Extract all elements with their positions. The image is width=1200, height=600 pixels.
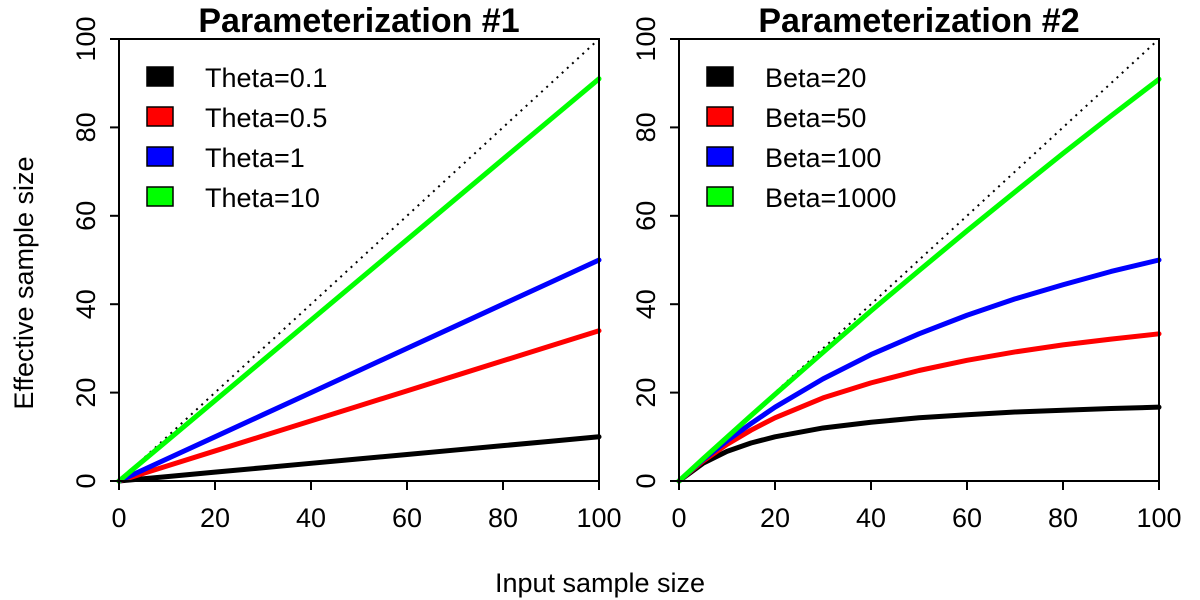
legend-swatch — [706, 106, 734, 127]
series-line-beta-50 — [676, 331, 1162, 484]
y-tick-label: 40 — [71, 289, 101, 319]
x-tick-label: 0 — [111, 503, 126, 533]
x-tick-label: 40 — [856, 503, 886, 533]
y-tick-label: 0 — [631, 473, 661, 488]
legend-swatch — [146, 106, 174, 127]
x-tick-label: 60 — [952, 503, 982, 533]
x-tick-label: 0 — [671, 503, 686, 533]
series-line-theta-10 — [116, 76, 602, 484]
legend-label: Theta=10 — [205, 183, 320, 213]
y-tick-label: 40 — [631, 289, 661, 319]
x-tick-label: 60 — [392, 503, 422, 533]
x-tick-label: 100 — [576, 503, 621, 533]
legend-swatch — [146, 66, 174, 87]
y-tick-label: 80 — [71, 112, 101, 142]
legend-label: Theta=0.5 — [205, 103, 327, 133]
series-line-beta-1000 — [676, 76, 1162, 484]
series-line-beta-100 — [676, 257, 1162, 484]
x-tick-label: 80 — [1048, 503, 1078, 533]
series-line-beta-20 — [676, 404, 1162, 484]
reference-line-y-equals-x — [118, 38, 600, 482]
plot-frame — [678, 38, 1160, 482]
x-tick-label: 40 — [296, 503, 326, 533]
legend-swatch — [706, 66, 734, 87]
legend-label: Beta=100 — [765, 143, 881, 173]
legend-label: Theta=0.1 — [205, 63, 327, 93]
chart-title: Parameterization #1 — [198, 2, 519, 40]
x-tick-label: 100 — [1136, 503, 1181, 533]
legend-swatch — [706, 186, 734, 207]
y-tick-label: 100 — [71, 16, 101, 61]
y-tick-label: 20 — [71, 378, 101, 408]
legend-label: Theta=1 — [205, 143, 305, 173]
y-tick-label: 20 — [631, 378, 661, 408]
legend-label: Beta=50 — [765, 103, 866, 133]
legend-label: Beta=20 — [765, 63, 866, 93]
legend-swatch — [146, 186, 174, 207]
y-axis-label: Effective sample size — [9, 156, 39, 409]
series-line-theta-1 — [116, 257, 602, 484]
legend-swatch — [706, 146, 734, 167]
y-tick-label: 100 — [631, 16, 661, 61]
series-line-theta-0-1 — [116, 434, 602, 484]
legend-label: Beta=1000 — [765, 183, 896, 213]
x-tick-label: 20 — [200, 503, 230, 533]
y-tick-label: 60 — [631, 201, 661, 231]
x-axis-label: Input sample size — [495, 568, 705, 598]
legend-swatch — [146, 146, 174, 167]
chart-title: Parameterization #2 — [758, 2, 1079, 40]
y-tick-label: 0 — [71, 473, 101, 488]
y-tick-label: 60 — [71, 201, 101, 231]
panel-parameterization-1: Parameterization #1 0 20 40 60 80 100 0 20 40 60 80… — [71, 2, 622, 533]
series-line-theta-0-5 — [116, 328, 602, 484]
x-tick-label: 20 — [760, 503, 790, 533]
x-tick-label: 80 — [488, 503, 518, 533]
panel-parameterization-2: Parameterization #2 0 20 40 60 80 100 0 20 40 60 80… — [631, 2, 1182, 533]
plot-frame — [118, 38, 600, 482]
y-tick-label: 80 — [631, 112, 661, 142]
